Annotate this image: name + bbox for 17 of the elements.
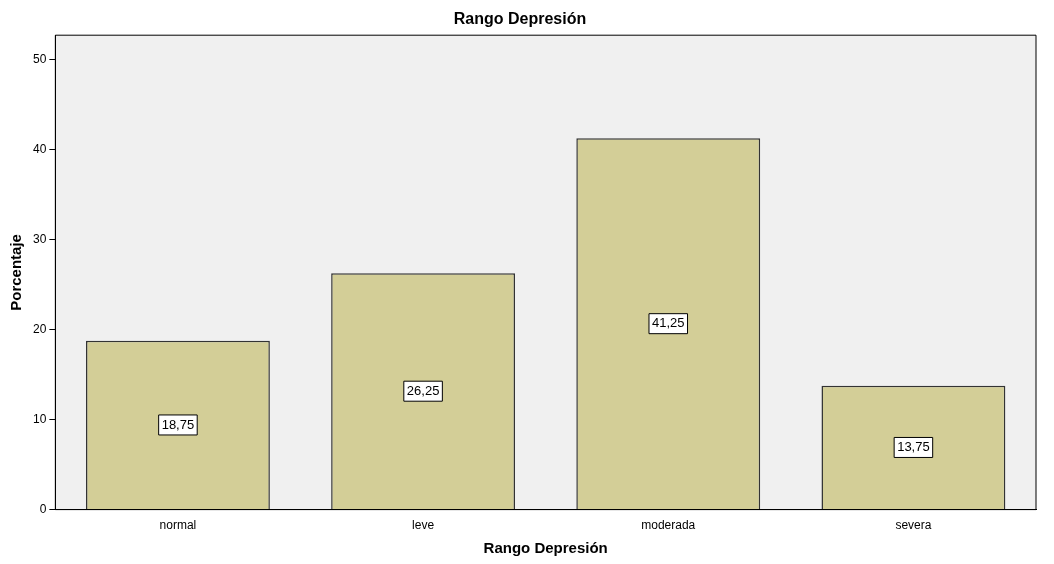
x-axis-title: Rango Depresión [483, 539, 608, 557]
y-tick-label: 0 [39, 501, 47, 516]
chart-title: Rango Depresión [453, 10, 587, 28]
data-label: 26,25 [406, 382, 440, 398]
x-tick-label: leve [412, 518, 435, 533]
y-tick-label: 40 [32, 141, 47, 156]
data-label: 41,25 [651, 315, 685, 331]
y-tick-label: 50 [32, 51, 47, 66]
data-label: 13,75 [897, 439, 930, 455]
x-tick-label: normal [159, 518, 197, 533]
x-tick-label: severa [895, 518, 932, 533]
y-axis-title: Porcentaje [7, 234, 25, 311]
y-tick-label: 30 [32, 231, 47, 246]
y-tick-label: 10 [32, 411, 47, 426]
data-label: 18,75 [161, 416, 195, 432]
x-tick-label: moderada [641, 518, 696, 533]
y-tick-label: 20 [32, 321, 47, 336]
